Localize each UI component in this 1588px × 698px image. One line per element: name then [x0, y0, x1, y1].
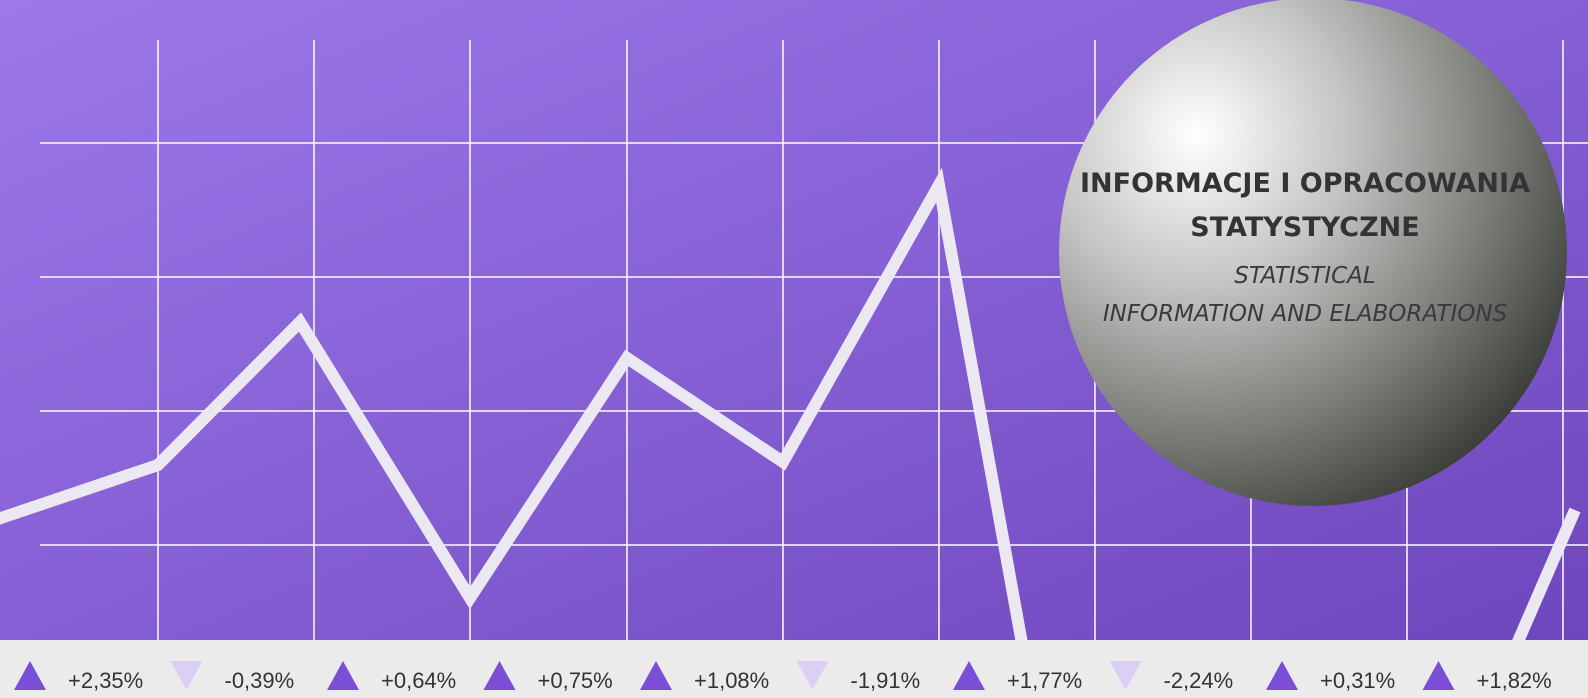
trend-arrow	[14, 661, 46, 690]
ticker-value: -1,91%	[851, 668, 921, 693]
subtitle: STATISTICAL	[1234, 263, 1375, 289]
trend-arrow	[953, 661, 985, 690]
ticker-value: -0,39%	[225, 668, 295, 693]
ticker-value: +1,08%	[694, 668, 769, 693]
title: INFORMACJE I OPRACOWANIA	[1080, 168, 1530, 199]
decorative-line	[0, 167, 1581, 640]
sphere	[1059, 0, 1567, 506]
title: STATYSTYCZNE	[1190, 212, 1419, 243]
ticker-value: -2,24%	[1164, 668, 1234, 693]
trend-arrow	[483, 661, 516, 690]
ticker-bar	[0, 640, 1588, 698]
trend-arrow	[1109, 661, 1142, 690]
trend-arrow	[327, 661, 359, 690]
ticker-value: +0,75%	[538, 668, 613, 693]
ticker-value: +2,35%	[68, 668, 143, 693]
trend-arrow	[640, 661, 672, 690]
trend-arrow	[1266, 661, 1298, 690]
ticker-value: +0,64%	[381, 668, 456, 693]
ticker-value: +1,82%	[1477, 668, 1552, 693]
subtitle: INFORMATION AND ELABORATIONS	[1103, 301, 1507, 327]
trend-arrow	[170, 661, 203, 690]
ticker-value: +0,31%	[1320, 668, 1395, 693]
ticker-value: +1,77%	[1007, 668, 1082, 693]
trend-arrow	[1422, 661, 1455, 690]
ticker: +2,35% -0,39% +0,64% +0,75% +1,08% -1,91% +1,7…	[14, 661, 1552, 693]
trend-arrow	[796, 661, 829, 690]
